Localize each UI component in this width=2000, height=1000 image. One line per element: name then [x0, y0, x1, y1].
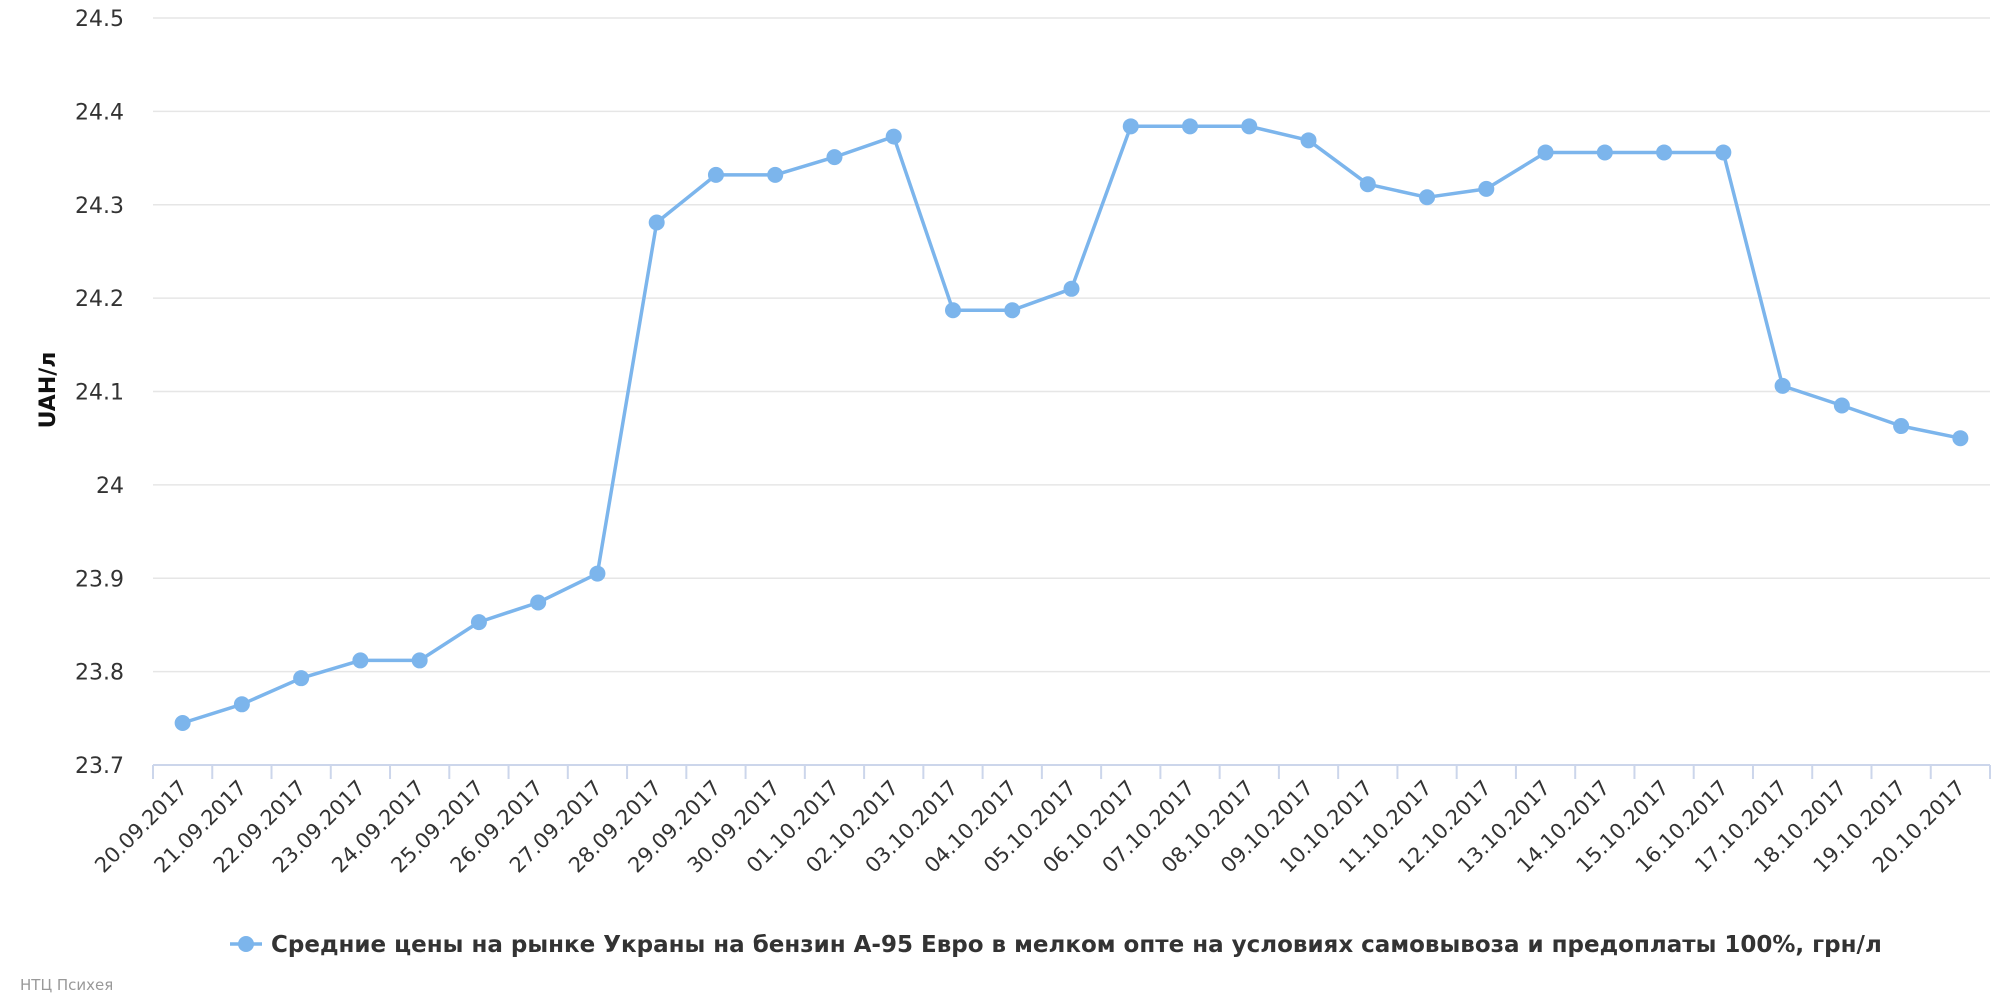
data-point[interactable] [174, 714, 191, 731]
y-tick-label: 24 [96, 474, 124, 499]
data-point[interactable] [1122, 118, 1139, 135]
y-axis-title: UAH/л [36, 352, 61, 429]
y-tick-label: 24.3 [75, 194, 124, 219]
series-line[interactable] [180, 124, 1963, 725]
y-tick-label: 23.7 [75, 754, 124, 779]
y-tick-label: 24.5 [75, 7, 124, 32]
y-tick-label: 24.2 [75, 287, 124, 312]
data-point[interactable] [885, 128, 902, 145]
data-point[interactable] [1241, 118, 1258, 135]
data-point[interactable] [233, 696, 250, 713]
data-point[interactable] [826, 149, 843, 166]
series-group [174, 118, 1969, 731]
credits-label[interactable]: НТЦ Психея [20, 976, 113, 994]
data-point[interactable] [1063, 280, 1080, 297]
data-point[interactable] [1715, 144, 1732, 161]
data-point[interactable] [1182, 118, 1199, 135]
data-point[interactable] [767, 166, 784, 183]
data-point[interactable] [470, 614, 487, 631]
grid-lines [153, 17, 1990, 673]
data-point[interactable] [589, 565, 606, 582]
data-point[interactable] [648, 214, 665, 231]
legend[interactable]: Средние цены на рынке Украны на бензин А… [230, 932, 1882, 958]
data-point[interactable] [1656, 144, 1673, 161]
data-point[interactable] [1537, 144, 1554, 161]
data-point[interactable] [1419, 189, 1436, 206]
data-point[interactable] [1833, 397, 1850, 414]
data-point[interactable] [1893, 418, 1910, 435]
y-tick-label: 23.8 [75, 661, 124, 686]
data-point[interactable] [944, 302, 961, 319]
y-tick-label: 24.1 [75, 381, 124, 406]
y-tick-label: 23.9 [75, 567, 124, 592]
data-point[interactable] [1478, 180, 1495, 197]
x-axis-tick-labels: 20.09.201721.09.201722.09.201723.09.2017… [90, 776, 1970, 878]
y-tick-label: 24.4 [75, 100, 124, 125]
legend-point-marker [238, 936, 254, 952]
legend-item-label[interactable]: Средние цены на рынке Украны на бензин А… [271, 932, 1882, 958]
data-point[interactable] [1359, 176, 1376, 193]
data-point[interactable] [293, 670, 310, 687]
data-point[interactable] [530, 594, 547, 611]
data-point[interactable] [1774, 377, 1791, 394]
x-axis [152, 764, 1991, 779]
data-point[interactable] [1596, 144, 1613, 161]
data-point[interactable] [352, 652, 369, 669]
data-point[interactable] [411, 652, 428, 669]
y-axis-tick-labels: 23.7 23.8 23.9 24 24.1 24.2 24.3 24.4 24.5 [75, 7, 124, 779]
data-point[interactable] [1952, 430, 1969, 447]
data-point[interactable] [1300, 132, 1317, 149]
data-point[interactable] [1004, 302, 1021, 319]
data-point[interactable] [707, 166, 724, 183]
